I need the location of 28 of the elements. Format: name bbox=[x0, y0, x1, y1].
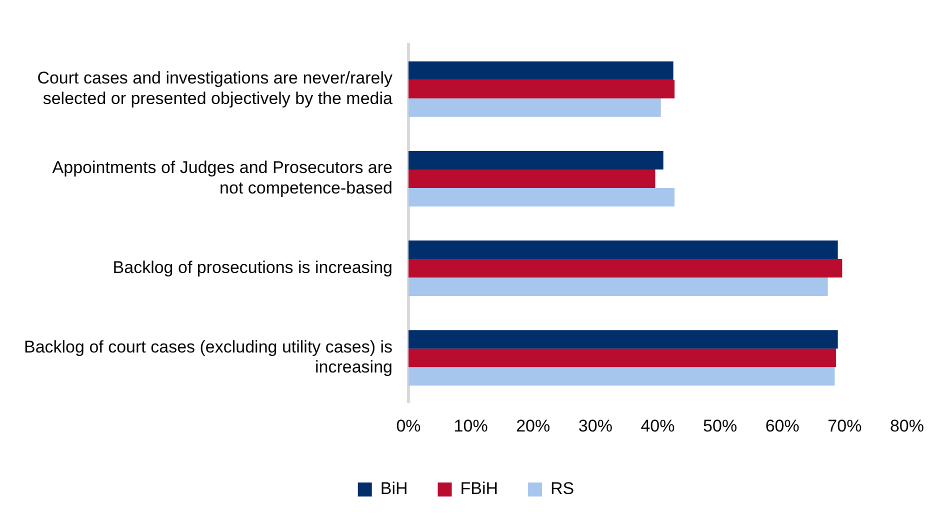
x-tick-label: 30% bbox=[578, 416, 612, 436]
x-tick-label: 60% bbox=[765, 416, 800, 436]
bar bbox=[408, 150, 664, 170]
bar bbox=[408, 278, 828, 296]
bar bbox=[408, 188, 675, 206]
bar bbox=[408, 367, 835, 386]
y-tick-label: Court cases and investigations are never/rarely selected or presented objectively by the media bbox=[37, 68, 394, 108]
bar bbox=[408, 98, 661, 117]
bar bbox=[408, 61, 674, 80]
x-tick-label: 40% bbox=[640, 416, 675, 436]
bar bbox=[408, 330, 838, 349]
bar bbox=[408, 169, 656, 188]
bar bbox=[408, 259, 842, 278]
legend-label: RS bbox=[550, 479, 574, 498]
legend-label: BiH bbox=[380, 479, 408, 498]
bar bbox=[408, 80, 675, 98]
bar bbox=[408, 240, 838, 260]
y-tick-label: Backlog of prosecutions is increasing bbox=[112, 258, 392, 277]
x-tick-label: 20% bbox=[516, 416, 550, 436]
bar bbox=[408, 348, 836, 368]
x-tick-label: 10% bbox=[454, 416, 488, 436]
x-tick-label: 70% bbox=[828, 416, 862, 436]
x-tick-label: 0% bbox=[396, 416, 421, 436]
y-tick-label: Appointments of Judges and Prosecutors are not competence-based bbox=[52, 158, 392, 198]
y-tick-label: Backlog of court cases (excluding utility cases) is increasing bbox=[24, 337, 392, 377]
x-tick-label: 80% bbox=[890, 416, 924, 436]
x-tick-label: 50% bbox=[703, 416, 738, 436]
legend-label: FBiH bbox=[460, 479, 498, 498]
